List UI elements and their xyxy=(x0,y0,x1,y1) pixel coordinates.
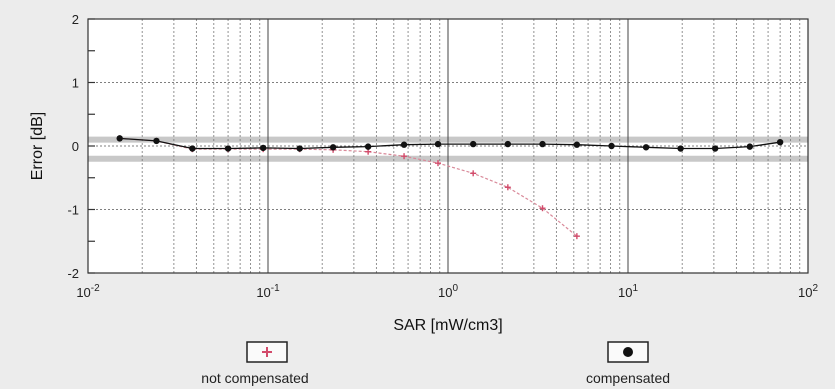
data-point-compensated xyxy=(469,140,477,148)
series-lines xyxy=(119,137,781,237)
data-point-compensated xyxy=(608,142,615,150)
data-point-not-compensated xyxy=(573,233,580,240)
y-tick-label: -1 xyxy=(67,203,79,218)
data-point-compensated xyxy=(400,141,408,148)
data-point-compensated xyxy=(259,144,267,152)
series-line-not-compensated xyxy=(119,137,578,237)
x-tick-label: 102 xyxy=(798,283,818,300)
legend-label-not-compensated: not compensated xyxy=(201,370,308,386)
x-tick-label: 100 xyxy=(438,283,458,300)
data-point-compensated xyxy=(153,137,160,145)
data-point-compensated xyxy=(364,143,372,150)
x-tick-label: 10-1 xyxy=(256,283,280,300)
series-line-compensated xyxy=(119,137,781,150)
legend-item-not-compensated: not compensated xyxy=(201,341,309,386)
x-tick-label: 101 xyxy=(618,283,638,300)
x-axis-label: SAR [mW/cm3] xyxy=(393,317,502,334)
data-point-not-compensated xyxy=(504,184,511,191)
dot-marker-icon xyxy=(623,347,633,357)
data-point-compensated xyxy=(711,145,719,152)
data-point-compensated xyxy=(116,135,123,142)
data-point-compensated xyxy=(504,140,512,148)
y-tick-label: 1 xyxy=(72,76,79,91)
legend: not compensated compensated xyxy=(201,341,670,386)
data-point-compensated xyxy=(434,140,442,148)
data-point-compensated xyxy=(224,145,232,152)
y-tick-label: -2 xyxy=(67,266,79,281)
data-point-compensated xyxy=(573,141,581,148)
y-tick-label: 0 xyxy=(72,139,79,154)
data-point-not-compensated xyxy=(401,153,408,160)
legend-item-compensated: compensated xyxy=(586,341,670,386)
data-point-compensated xyxy=(296,145,303,152)
data-point-compensated xyxy=(329,144,337,151)
series-points xyxy=(116,135,784,240)
grid-lines xyxy=(88,18,808,274)
y-tick-label: 2 xyxy=(72,12,79,27)
data-point-not-compensated xyxy=(470,170,477,177)
y-tick-labels: 2 1 0 -1 -2 xyxy=(67,12,79,281)
x-tick-label: 10-2 xyxy=(76,283,100,300)
data-point-compensated xyxy=(642,144,650,151)
x-tick-labels: 10-2 10-1 100 101 102 xyxy=(76,283,818,300)
data-point-compensated xyxy=(677,145,684,152)
data-point-compensated xyxy=(776,138,784,146)
y-axis-label: Error [dB] xyxy=(29,112,46,180)
data-point-compensated xyxy=(539,140,546,148)
plus-marker-icon xyxy=(262,347,272,357)
data-point-compensated xyxy=(746,143,754,150)
legend-label-compensated: compensated xyxy=(586,370,670,386)
data-point-not-compensated xyxy=(435,160,442,167)
data-point-compensated xyxy=(189,145,196,152)
data-point-not-compensated xyxy=(539,205,546,212)
plot-frame xyxy=(87,18,809,274)
